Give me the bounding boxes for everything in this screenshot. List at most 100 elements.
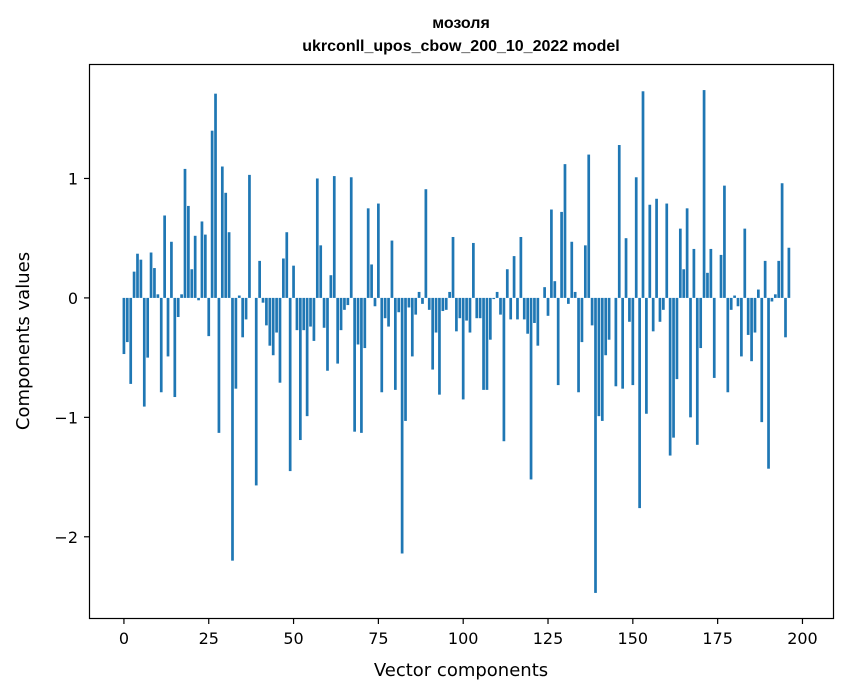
bar-55 xyxy=(309,297,312,327)
chart-title-line1: мозоля xyxy=(432,15,490,32)
bar-185 xyxy=(750,297,753,362)
bar-138 xyxy=(590,297,594,326)
bar-142 xyxy=(604,297,608,356)
bar-68 xyxy=(353,297,356,432)
bar-102 xyxy=(468,297,472,333)
bar-115 xyxy=(512,256,516,298)
y-axis-label: Components values xyxy=(13,252,34,430)
bar-183 xyxy=(743,228,747,298)
bar-169 xyxy=(695,297,699,445)
bar-49 xyxy=(288,297,292,472)
bar-45 xyxy=(275,297,278,333)
bar-56 xyxy=(312,297,316,341)
bar-157 xyxy=(655,198,658,298)
bar-58 xyxy=(319,245,323,298)
bar-75 xyxy=(377,203,380,298)
bar-51 xyxy=(295,297,299,331)
bar-145 xyxy=(614,297,618,387)
bar-48 xyxy=(285,232,289,298)
bar-42 xyxy=(265,297,268,326)
bar-132 xyxy=(570,241,574,298)
x-tick-label: 175 xyxy=(702,629,733,648)
bar-141 xyxy=(600,297,604,421)
bar-108 xyxy=(488,297,492,340)
bar-33 xyxy=(234,297,238,389)
bar-5 xyxy=(139,259,143,298)
bars-group xyxy=(122,90,791,593)
bar-168 xyxy=(692,248,696,298)
bar-129 xyxy=(560,211,563,298)
bar-106 xyxy=(482,297,485,390)
bar-74 xyxy=(373,297,377,307)
bar-120 xyxy=(529,297,533,480)
bar-80 xyxy=(393,297,397,390)
bar-171 xyxy=(702,90,706,298)
bar-154 xyxy=(645,297,648,414)
bar-173 xyxy=(709,248,713,298)
bar-35 xyxy=(241,297,245,338)
x-tick-label: 200 xyxy=(787,629,818,648)
bar-172 xyxy=(706,272,709,298)
bar-17 xyxy=(180,294,183,298)
bar-71 xyxy=(363,297,367,349)
bar-6 xyxy=(142,297,146,407)
bar-194 xyxy=(780,183,784,298)
bar-188 xyxy=(760,297,764,423)
bar-137 xyxy=(587,154,591,298)
bar-4 xyxy=(136,253,139,298)
bar-57 xyxy=(315,178,319,298)
bar-187 xyxy=(757,289,760,298)
bar-114 xyxy=(509,297,513,320)
bar-101 xyxy=(465,297,468,321)
bar-32 xyxy=(231,297,234,561)
bar-83 xyxy=(404,297,407,421)
bar-30 xyxy=(224,192,228,298)
bar-136 xyxy=(583,245,587,298)
bar-96 xyxy=(448,291,451,298)
bar-113 xyxy=(505,269,509,298)
x-tick-label: 125 xyxy=(533,629,564,648)
bar-167 xyxy=(689,297,692,418)
bar-146 xyxy=(617,145,621,298)
bar-13 xyxy=(166,297,170,357)
bar-47 xyxy=(282,258,285,298)
bar-77 xyxy=(383,297,387,319)
bar-36 xyxy=(244,297,248,320)
bar-24 xyxy=(203,234,207,298)
bar-89 xyxy=(424,189,428,298)
bar-155 xyxy=(648,204,652,298)
bar-152 xyxy=(638,297,641,509)
bar-190 xyxy=(767,297,770,469)
bar-97 xyxy=(451,236,455,298)
bar-163 xyxy=(675,297,679,380)
bar-50 xyxy=(292,265,295,298)
bar-128 xyxy=(556,297,560,386)
bar-116 xyxy=(516,297,519,320)
bar-86 xyxy=(414,297,418,315)
bar-143 xyxy=(607,297,611,340)
y-tick-label: −1 xyxy=(54,408,78,427)
bar-76 xyxy=(380,297,384,393)
bar-8 xyxy=(149,252,153,298)
bar-112 xyxy=(502,297,506,442)
bar-91 xyxy=(431,297,435,370)
bar-111 xyxy=(499,297,502,315)
bar-195 xyxy=(784,297,787,338)
bar-93 xyxy=(438,297,441,395)
bar-147 xyxy=(621,297,625,389)
bar-191 xyxy=(770,297,774,302)
bar-100 xyxy=(461,297,465,400)
bar-182 xyxy=(740,297,743,357)
x-axis-label: Vector components xyxy=(374,660,548,681)
y-tick-label: 1 xyxy=(68,169,78,188)
bar-87 xyxy=(417,291,421,298)
bar-150 xyxy=(631,297,635,386)
bar-134 xyxy=(577,297,580,393)
bar-82 xyxy=(400,297,404,554)
bar-126 xyxy=(550,209,553,298)
chart-title-line2: ukrconll_upos_cbow_200_10_2022 model xyxy=(302,38,619,55)
bar-7 xyxy=(146,297,150,358)
x-tick-label: 150 xyxy=(618,629,649,648)
x-tick-label: 100 xyxy=(448,629,479,648)
